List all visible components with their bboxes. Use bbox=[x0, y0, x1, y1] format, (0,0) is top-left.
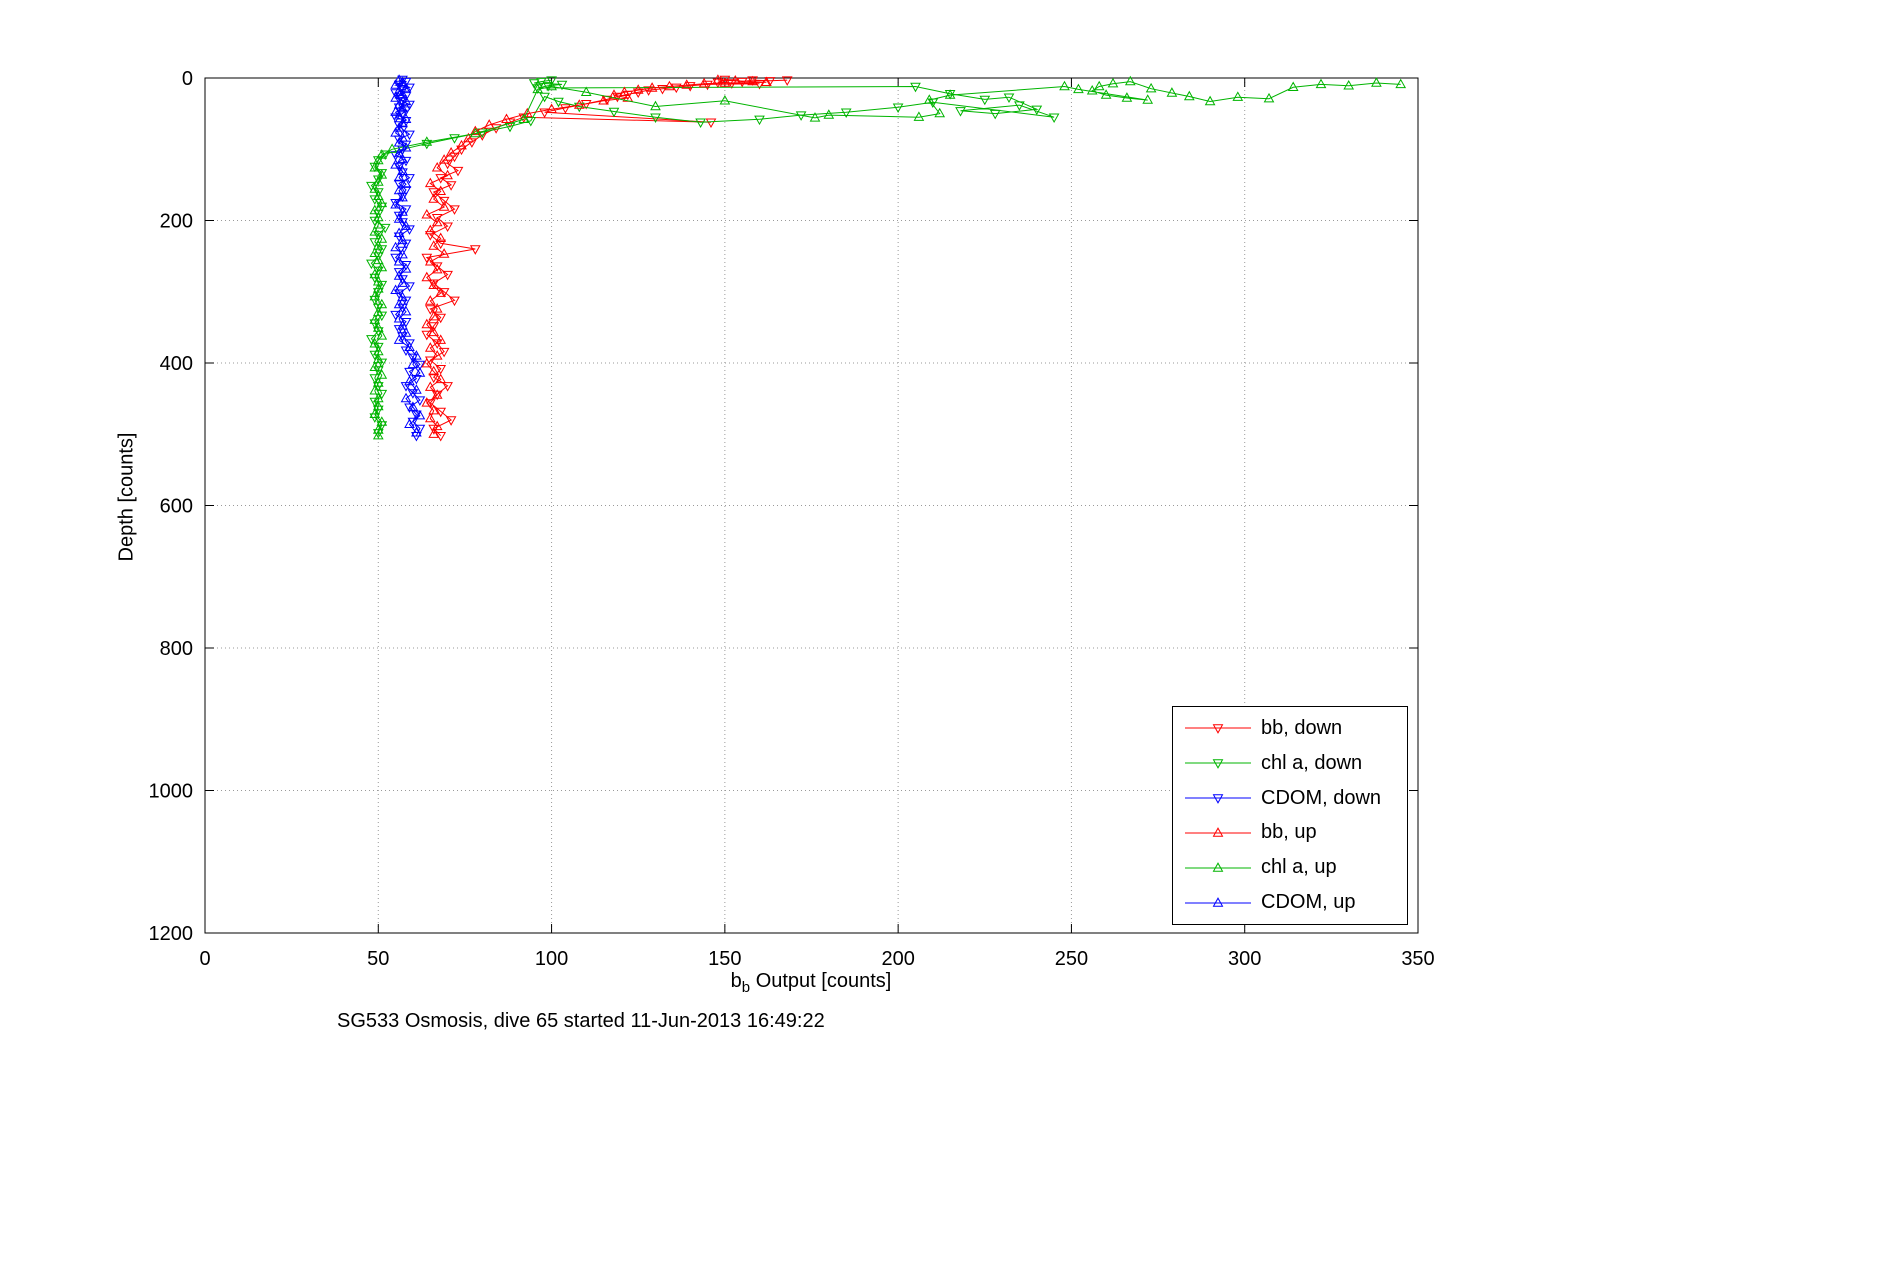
x-tick-label: 200 bbox=[881, 948, 914, 970]
legend-item-bb-up: bb, up bbox=[1173, 816, 1407, 850]
legend-label-cdom-up: CDOM, up bbox=[1261, 891, 1356, 914]
series-line-chla-up bbox=[374, 81, 1401, 436]
x-tick-label: 100 bbox=[535, 948, 568, 970]
y-tick-label: 800 bbox=[160, 638, 193, 660]
series-cdom-up bbox=[390, 74, 426, 437]
x-tick-label: 250 bbox=[1055, 948, 1088, 970]
legend-item-bb-down: bb, down bbox=[1173, 711, 1407, 745]
y-tick-label: 1000 bbox=[149, 781, 194, 803]
y-tick-label: 400 bbox=[160, 353, 193, 375]
y-tick-label: 1200 bbox=[149, 923, 194, 945]
legend-marker-bb-down bbox=[1185, 724, 1251, 735]
x-axis-label-sub: b bbox=[741, 979, 751, 996]
y-tick-label: 600 bbox=[160, 496, 193, 518]
series-markers-cdom-up bbox=[390, 74, 426, 437]
legend-marker-cdom-up bbox=[1185, 896, 1251, 907]
legend-label-cdom-down: CDOM, down bbox=[1261, 786, 1382, 809]
x-axis-label: bb Output [counts] bbox=[731, 970, 892, 996]
legend-marker-chla-down bbox=[1185, 759, 1251, 770]
legend-item-cdom-up: CDOM, up bbox=[1173, 886, 1407, 920]
legend-label-bb-down: bb, down bbox=[1261, 716, 1343, 739]
x-axis-label-base: b bbox=[730, 970, 742, 992]
y-axis-label: Depth [counts] bbox=[115, 432, 138, 562]
series-markers-bb-up bbox=[421, 74, 772, 438]
series-chla-up bbox=[369, 75, 1407, 440]
x-tick-label: 300 bbox=[1228, 948, 1261, 970]
x-tick-label: 350 bbox=[1401, 948, 1434, 970]
legend-label-bb-up: bb, up bbox=[1261, 821, 1317, 844]
legend-item-cdom-down: CDOM, down bbox=[1173, 781, 1407, 815]
legend-label-chla-up: chl a, up bbox=[1261, 856, 1337, 879]
legend-item-chla-down: chl a, down bbox=[1173, 746, 1407, 780]
x-axis-label-rest: Output [counts] bbox=[750, 970, 892, 992]
y-tick-label: 200 bbox=[160, 211, 193, 233]
series-chla-down bbox=[366, 76, 1060, 439]
x-tick-label: 50 bbox=[367, 948, 389, 970]
series-markers-chla-down bbox=[366, 76, 1060, 439]
figure-caption: SG533 Osmosis, dive 65 started 11-Jun-20… bbox=[337, 1010, 825, 1032]
legend-item-chla-up: chl a, up bbox=[1173, 851, 1407, 885]
legend-label-chla-down: chl a, down bbox=[1261, 751, 1363, 774]
legend-marker-bb-up bbox=[1185, 827, 1251, 837]
legend-marker-chla-up bbox=[1185, 861, 1251, 872]
y-tick-label: 0 bbox=[182, 68, 193, 90]
series-bb-up bbox=[421, 74, 772, 438]
series-line-bb-up bbox=[425, 79, 767, 435]
legend-marker-cdom-down bbox=[1185, 794, 1251, 804]
legend: bb, down chl a, down CDOM, down bb, up chl a… bbox=[1172, 706, 1408, 925]
x-tick-label: 0 bbox=[199, 948, 210, 970]
x-tick-label: 150 bbox=[708, 948, 741, 970]
series-markers-chla-up bbox=[369, 75, 1407, 440]
